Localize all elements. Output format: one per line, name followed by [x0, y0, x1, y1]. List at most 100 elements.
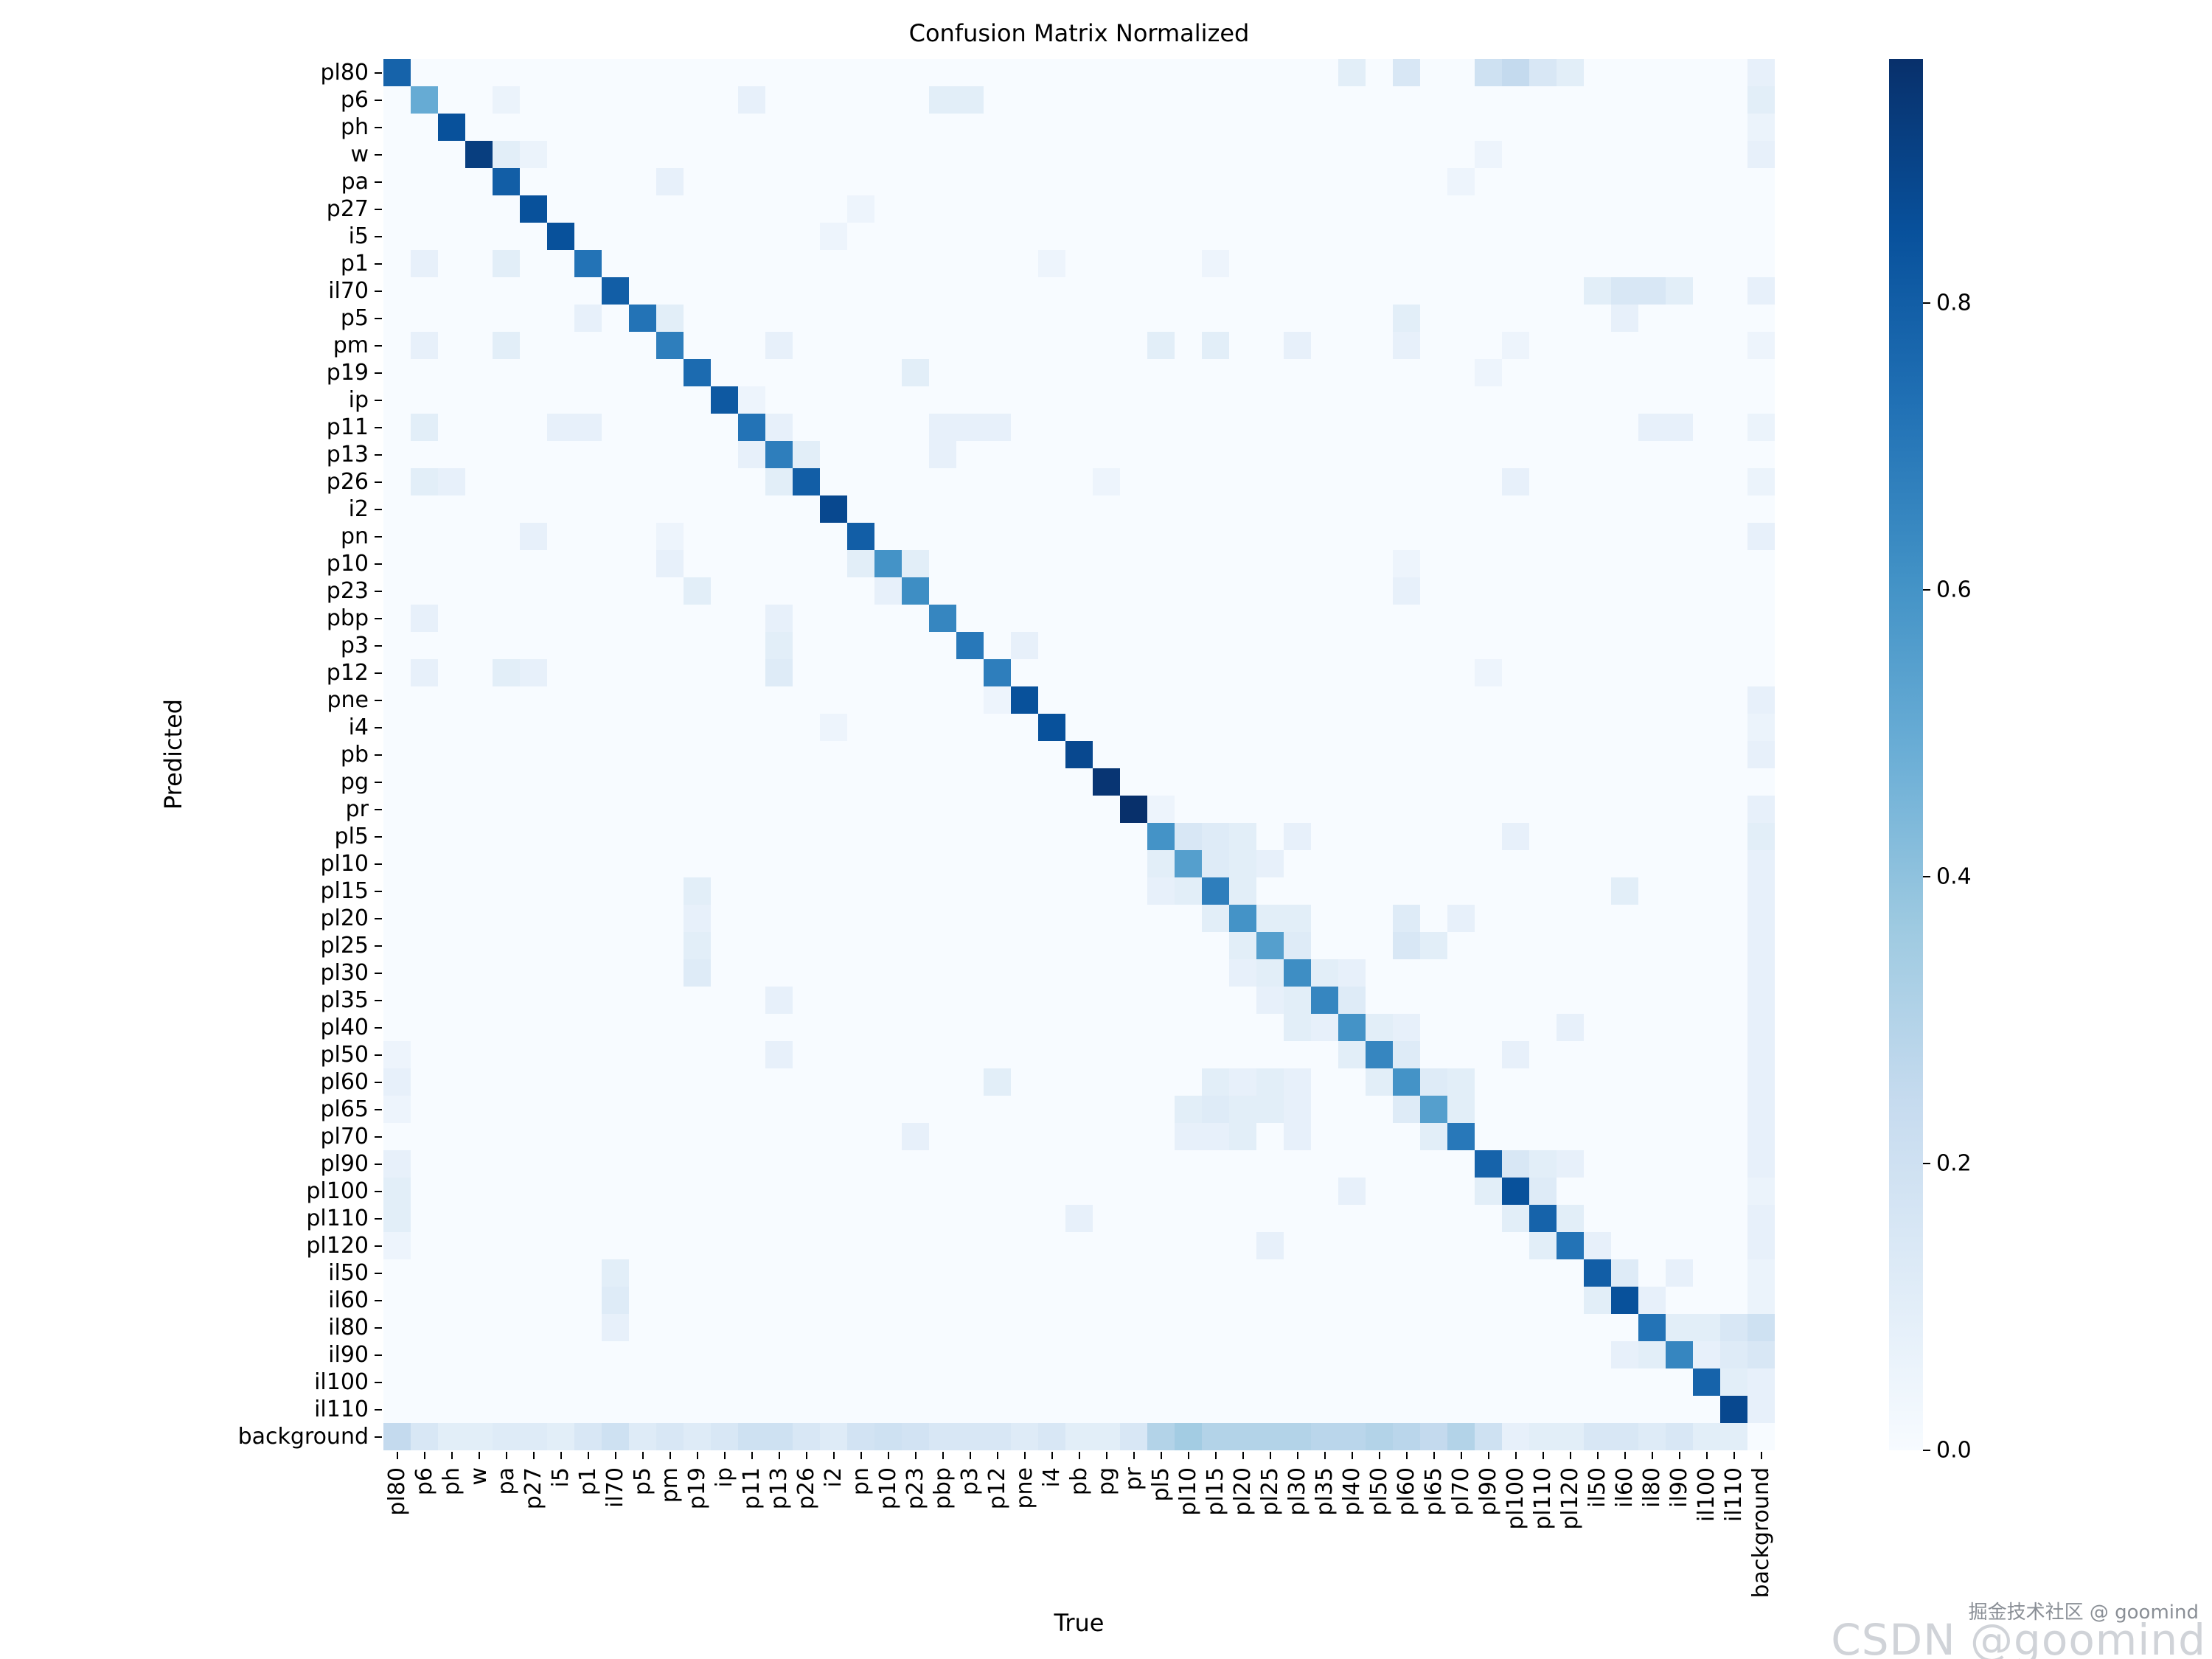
- heatmap-cell: [1147, 359, 1175, 386]
- heatmap-cell: [602, 632, 629, 659]
- heatmap-cell: [1420, 523, 1447, 550]
- heatmap-cell: [1393, 1287, 1420, 1314]
- heatmap-cell: [820, 1259, 847, 1287]
- heatmap-cell: [1038, 1014, 1065, 1041]
- x-tick-label: p26: [793, 1467, 819, 1510]
- heatmap-cell: [1175, 114, 1202, 141]
- heatmap-cell: [1093, 550, 1120, 577]
- heatmap-cell: [1175, 741, 1202, 768]
- heatmap-cell: [1584, 1096, 1611, 1123]
- heatmap-cell: [765, 823, 793, 850]
- heatmap-cell: [656, 168, 684, 195]
- heatmap-cell: [847, 1041, 874, 1068]
- heatmap-cell: [1366, 714, 1393, 741]
- heatmap-cell: [1093, 114, 1120, 141]
- heatmap-cell: [1447, 659, 1475, 686]
- heatmap-cell: [574, 741, 602, 768]
- heatmap-cell: [1584, 959, 1611, 987]
- heatmap-cell: [1229, 141, 1256, 168]
- heatmap-cell: [1256, 523, 1284, 550]
- heatmap-cell: [1584, 1287, 1611, 1314]
- heatmap-cell: [602, 441, 629, 468]
- heatmap-cell: [1338, 59, 1366, 86]
- heatmap-cell: [1120, 1205, 1147, 1232]
- heatmap-cell: [1447, 714, 1475, 741]
- heatmap-cell: [1120, 768, 1147, 796]
- heatmap-cell: [1366, 386, 1393, 414]
- heatmap-cell: [1202, 468, 1229, 495]
- heatmap-cell: [1202, 1232, 1229, 1259]
- heatmap-cell: [1475, 550, 1502, 577]
- heatmap-cell: [411, 605, 438, 632]
- heatmap-cell: [929, 1341, 956, 1368]
- heatmap-cell: [1338, 168, 1366, 195]
- heatmap-cell: [874, 332, 902, 359]
- heatmap-cell: [1557, 277, 1584, 305]
- heatmap-cell: [1093, 1205, 1120, 1232]
- heatmap-cell: [574, 905, 602, 932]
- heatmap-cell: [874, 195, 902, 223]
- heatmap-cell: [1693, 1287, 1720, 1314]
- heatmap-cell: [684, 195, 711, 223]
- heatmap-cell: [520, 850, 547, 877]
- heatmap-cell: [520, 714, 547, 741]
- heatmap-cell: [465, 523, 493, 550]
- heatmap-cell: [547, 932, 574, 959]
- heatmap-cell: [574, 441, 602, 468]
- heatmap-cell: [547, 823, 574, 850]
- heatmap-cell: [874, 1123, 902, 1150]
- heatmap-cell: [984, 195, 1011, 223]
- heatmap-cell: [1720, 1423, 1747, 1450]
- heatmap-cell: [793, 523, 820, 550]
- heatmap-cell: [520, 59, 547, 86]
- heatmap-cell: [520, 168, 547, 195]
- heatmap-cell: [793, 1041, 820, 1068]
- heatmap-cell: [1638, 305, 1666, 332]
- heatmap-cell: [1529, 1205, 1557, 1232]
- heatmap-cell: [902, 1396, 929, 1423]
- chart-title: Confusion Matrix Normalized: [908, 19, 1250, 47]
- heatmap-cell: [1693, 1232, 1720, 1259]
- heatmap-cell: [1120, 495, 1147, 523]
- heatmap-cell: [465, 468, 493, 495]
- heatmap-cell: [847, 686, 874, 714]
- colorbar-tick: [1923, 875, 1930, 877]
- x-tick-label: pb: [1066, 1467, 1092, 1496]
- heatmap-cell: [1202, 495, 1229, 523]
- heatmap-cell: [1256, 796, 1284, 823]
- heatmap-cell: [847, 250, 874, 277]
- heatmap-cell: [738, 1314, 765, 1341]
- heatmap-cell: [902, 605, 929, 632]
- heatmap-cell: [1447, 495, 1475, 523]
- heatmap-cell: [1175, 414, 1202, 441]
- heatmap-cell: [1120, 823, 1147, 850]
- x-tick: [1761, 1452, 1762, 1459]
- heatmap-cell: [1584, 877, 1611, 905]
- y-tick-label: pn: [340, 524, 369, 549]
- heatmap-cell: [1065, 1150, 1093, 1178]
- heatmap-cell: [1584, 850, 1611, 877]
- heatmap-cell: [1420, 1314, 1447, 1341]
- heatmap-cell: [602, 550, 629, 577]
- heatmap-cell: [1175, 850, 1202, 877]
- heatmap-cell: [547, 1123, 574, 1150]
- heatmap-cell: [1638, 1068, 1666, 1096]
- heatmap-cell: [793, 905, 820, 932]
- heatmap-cell: [1502, 1396, 1529, 1423]
- heatmap-cell: [574, 1287, 602, 1314]
- heatmap-cell: [1393, 632, 1420, 659]
- heatmap-cell: [629, 359, 656, 386]
- heatmap-cell: [465, 796, 493, 823]
- x-tick: [942, 1452, 944, 1459]
- heatmap-cell: [1611, 796, 1638, 823]
- heatmap-cell: [820, 359, 847, 386]
- heatmap-cell: [520, 1123, 547, 1150]
- heatmap-cell: [1638, 823, 1666, 850]
- heatmap-cell: [1011, 1014, 1038, 1041]
- y-tick-label: pl30: [320, 960, 369, 986]
- heatmap-cell: [411, 141, 438, 168]
- y-tick-label: pl80: [320, 60, 369, 86]
- heatmap-cell: [1284, 86, 1311, 114]
- heatmap-cell: [874, 577, 902, 605]
- x-tick: [1679, 1452, 1680, 1459]
